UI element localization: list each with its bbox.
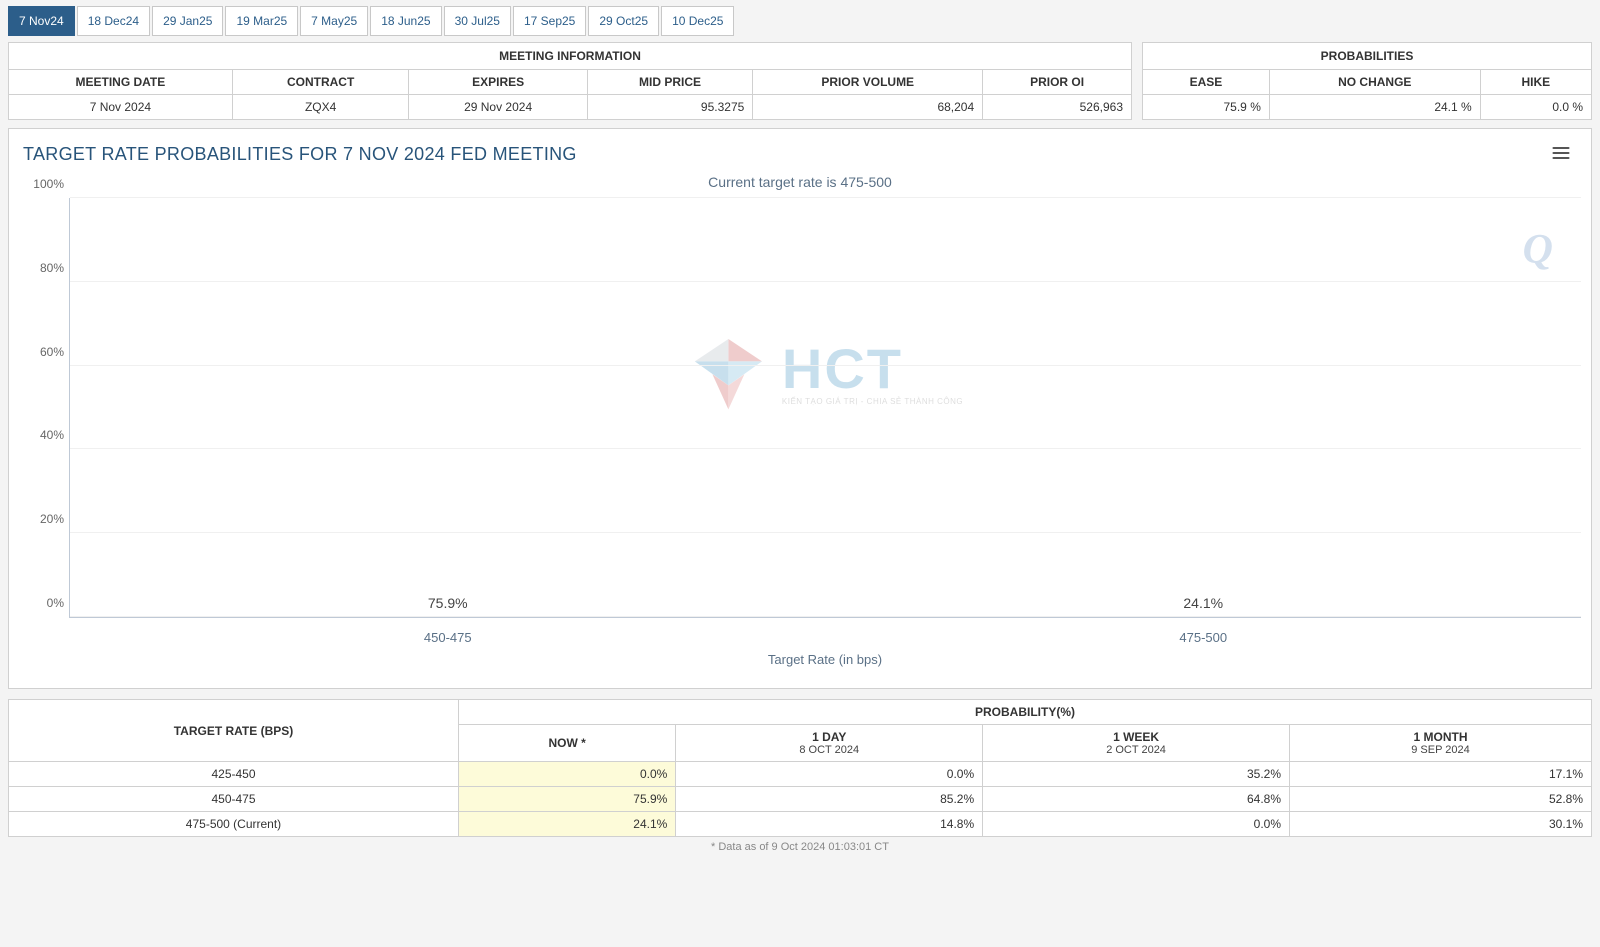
watermark-hct: HCT KIẾN TẠO GIÁ TRỊ - CHIA SẺ THÀNH CÔN…: [688, 339, 963, 409]
col-contract: CONTRACT: [232, 70, 409, 95]
chart-y-tick: 100%: [24, 177, 64, 191]
col-hike: HIKE: [1480, 70, 1591, 95]
col-now: NOW *: [459, 725, 676, 762]
meeting-tab[interactable]: 30 Jul25: [444, 6, 511, 36]
watermark-hct-sub: KIẾN TẠO GIÁ TRỊ - CHIA SẺ THÀNH CÔNG: [782, 397, 963, 406]
val-ease: 75.9 %: [1143, 95, 1270, 120]
meeting-tab[interactable]: 18 Dec24: [77, 6, 150, 36]
cell-now: 75.9%: [459, 787, 676, 812]
chart-y-tick: 80%: [24, 261, 64, 275]
chart-panel: TARGET RATE PROBABILITIES FOR 7 NOV 2024…: [8, 128, 1592, 689]
val-hike: 0.0 %: [1480, 95, 1591, 120]
val-no-change: 24.1 %: [1269, 95, 1480, 120]
chart-x-tick: 475-500: [1179, 630, 1227, 645]
data-as-of-footnote: * Data as of 9 Oct 2024 01:03:01 CT: [8, 837, 1592, 857]
cell-now: 0.0%: [459, 762, 676, 787]
probability-history-table: TARGET RATE (BPS) PROBABILITY(%) NOW * 1…: [8, 699, 1592, 837]
cell-target: 450-475: [9, 787, 459, 812]
val-expires: 29 Nov 2024: [409, 95, 587, 120]
val-mid-price: 95.3275: [587, 95, 753, 120]
val-meeting-date: 7 Nov 2024: [9, 95, 233, 120]
chart-x-tick: 450-475: [424, 630, 472, 645]
meeting-tab[interactable]: 7 Nov24: [8, 6, 75, 36]
col-1-month: 1 MONTH 9 SEP 2024: [1290, 725, 1592, 762]
cell-1-day: 85.2%: [676, 787, 983, 812]
chart-y-tick: 20%: [24, 512, 64, 526]
cell-target: 425-450: [9, 762, 459, 787]
probabilities-panel: PROBABILITIES EASE NO CHANGE HIKE 75.9 %…: [1142, 42, 1592, 120]
table-row: 450-47575.9%85.2%64.8%52.8%: [9, 787, 1592, 812]
val-prior-volume: 68,204: [753, 95, 983, 120]
meeting-info-panel: MEETING INFORMATION MEETING DATE CONTRAC…: [8, 42, 1132, 120]
meeting-tab[interactable]: 19 Mar25: [225, 6, 298, 36]
chart-y-tick: 60%: [24, 345, 64, 359]
col-mid-price: MID PRICE: [587, 70, 753, 95]
watermark-hct-text: HCT: [782, 341, 963, 397]
cell-1-week: 64.8%: [983, 787, 1290, 812]
meeting-tab[interactable]: 29 Oct25: [588, 6, 659, 36]
chart-y-tick: 0%: [24, 596, 64, 610]
cell-now: 24.1%: [459, 812, 676, 837]
meeting-tabs: 7 Nov2418 Dec2429 Jan2519 Mar257 May2518…: [8, 6, 1592, 36]
chart-plot-area: Q HCT KIẾN TẠO GIÁ: [69, 198, 1581, 618]
col-1-day: 1 DAY 8 OCT 2024: [676, 725, 983, 762]
meeting-tab[interactable]: 29 Jan25: [152, 6, 223, 36]
cell-1-month: 17.1%: [1290, 762, 1592, 787]
col-ease: EASE: [1143, 70, 1270, 95]
chart-x-axis-label: Target Rate (in bps): [69, 618, 1581, 667]
table-row: 425-4500.0%0.0%35.2%17.1%: [9, 762, 1592, 787]
col-target-rate: TARGET RATE (BPS): [9, 700, 459, 762]
probabilities-header: PROBABILITIES: [1143, 43, 1592, 70]
hct-logo-icon: [688, 339, 768, 409]
col-prior-oi: PRIOR OI: [983, 70, 1132, 95]
cell-1-week: 35.2%: [983, 762, 1290, 787]
watermark-q: Q: [1523, 226, 1553, 274]
chart-title: TARGET RATE PROBABILITIES FOR 7 NOV 2024…: [23, 144, 577, 165]
col-expires: EXPIRES: [409, 70, 587, 95]
chart-bar-label: 75.9%: [428, 595, 468, 611]
cell-1-week: 0.0%: [983, 812, 1290, 837]
val-prior-oi: 526,963: [983, 95, 1132, 120]
chart-bar-label: 24.1%: [1183, 595, 1223, 611]
col-no-change: NO CHANGE: [1269, 70, 1480, 95]
cell-1-day: 14.8%: [676, 812, 983, 837]
table-row: 475-500 (Current)24.1%14.8%0.0%30.1%: [9, 812, 1592, 837]
chart-menu-button[interactable]: [1545, 139, 1577, 170]
cell-target: 475-500 (Current): [9, 812, 459, 837]
val-contract: ZQX4: [232, 95, 409, 120]
meeting-tab[interactable]: 17 Sep25: [513, 6, 586, 36]
chart-y-tick: 40%: [24, 428, 64, 442]
col-meeting-date: MEETING DATE: [9, 70, 233, 95]
meeting-info-header: MEETING INFORMATION: [9, 43, 1132, 70]
meeting-tab[interactable]: 10 Dec25: [661, 6, 734, 36]
col-1-week: 1 WEEK 2 OCT 2024: [983, 725, 1290, 762]
meeting-tab[interactable]: 18 Jun25: [370, 6, 441, 36]
cell-1-month: 30.1%: [1290, 812, 1592, 837]
cell-1-day: 0.0%: [676, 762, 983, 787]
hamburger-icon: [1551, 152, 1571, 166]
chart-subtitle: Current target rate is 475-500: [9, 170, 1591, 198]
col-prior-volume: PRIOR VOLUME: [753, 70, 983, 95]
cell-1-month: 52.8%: [1290, 787, 1592, 812]
meeting-tab[interactable]: 7 May25: [300, 6, 368, 36]
col-probability-group: PROBABILITY(%): [459, 700, 1592, 725]
